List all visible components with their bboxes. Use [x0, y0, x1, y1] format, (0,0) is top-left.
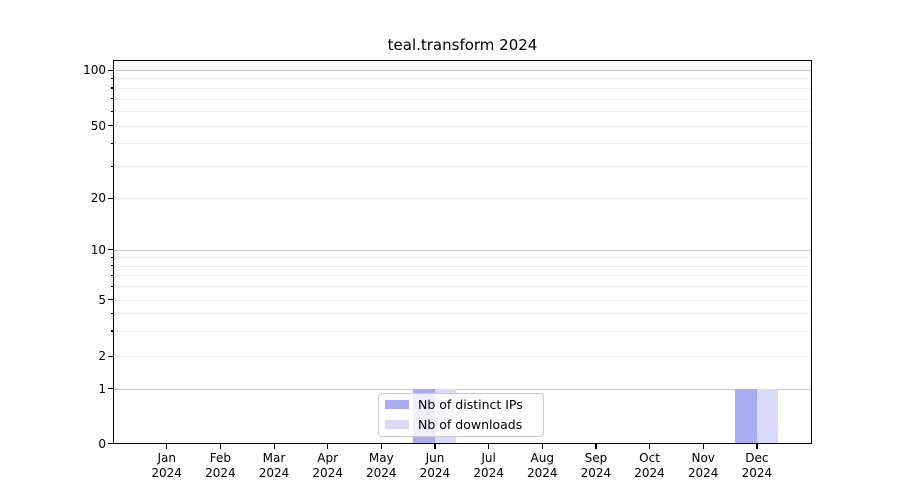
y-minor-tick [110, 77, 113, 80]
x-tick [595, 443, 597, 449]
y-tick-label: 5 [98, 292, 106, 307]
gridline-minor [113, 299, 812, 301]
x-tick-label: Jul 2024 [473, 451, 504, 480]
y-minor-tick [110, 285, 113, 288]
y-tick-label: 2 [98, 349, 106, 363]
legend-entry-distinct-ips: Nb of distinct IPs [385, 396, 537, 413]
y-tick [107, 355, 113, 357]
y-minor-tick [110, 330, 113, 332]
y-tick [107, 299, 113, 301]
y-tick-label: 0 [98, 436, 106, 451]
x-tick [219, 443, 222, 449]
y-tick [107, 443, 113, 445]
x-tick [273, 443, 275, 449]
gridline-minor [113, 125, 812, 127]
gridline-minor [113, 78, 812, 80]
y-tick-label: 10 [90, 242, 106, 257]
gridline-minor [113, 313, 812, 315]
gridline-minor [113, 98, 812, 100]
gridline-minor [113, 265, 812, 267]
x-tick-label: Mar 2024 [258, 451, 290, 480]
y-tick [107, 125, 113, 127]
bar-distinct-ips [735, 388, 757, 444]
y-tick-label: 100 [83, 63, 106, 77]
legend-label-downloads: Nb of downloads [418, 417, 523, 432]
x-tick-label: Apr 2024 [312, 451, 343, 480]
x-tick [702, 443, 704, 449]
gridline-minor [113, 166, 812, 167]
y-minor-tick [110, 142, 113, 145]
y-tick-label: 50 [90, 118, 106, 133]
x-tick-label: May 2024 [366, 451, 397, 480]
legend-box: Nb of distinct IPs Nb of downloads [378, 392, 544, 437]
legend-swatch-distinct-ips [385, 400, 409, 409]
x-tick [541, 443, 544, 449]
x-tick-label: Sep 2024 [580, 451, 612, 480]
x-tick-label: Nov 2024 [687, 451, 719, 480]
x-tick-label: Oct 2024 [634, 451, 665, 480]
bar-downloads [756, 388, 779, 444]
y-minor-tick [110, 110, 113, 112]
y-minor-tick [110, 87, 113, 89]
gridline-minor [113, 111, 812, 113]
gridline-major [113, 388, 812, 390]
legend-swatch-downloads [385, 420, 409, 429]
gridline-minor [113, 286, 812, 288]
gridline-major [113, 249, 812, 251]
gridline-minor [113, 143, 812, 145]
y-minor-tick [110, 98, 113, 100]
x-tick-label: Jan 2024 [151, 451, 182, 480]
legend-entry-downloads: Nb of downloads [385, 416, 537, 433]
gridline-minor [113, 198, 812, 199]
x-tick-label: Jun 2024 [419, 451, 451, 480]
x-tick [434, 443, 436, 449]
gridline-minor [113, 275, 812, 277]
y-tick [107, 197, 113, 199]
gridline-minor [113, 87, 812, 89]
chart-title: teal.transform 2024 [387, 36, 538, 54]
x-tick [756, 443, 758, 449]
gridline-major [113, 70, 812, 71]
x-tick [649, 443, 651, 449]
gridline-minor [113, 257, 812, 259]
x-tick [488, 443, 490, 449]
gridline-minor [113, 356, 812, 357]
x-tick-label: Aug 2024 [526, 451, 558, 480]
x-tick [327, 443, 329, 449]
y-tick-label: 20 [90, 191, 106, 205]
y-tick [107, 69, 113, 71]
y-tick [107, 388, 113, 390]
x-tick [380, 443, 383, 449]
y-minor-tick [110, 256, 113, 258]
plot-area [113, 60, 812, 444]
gridline-minor [113, 330, 812, 332]
y-tick-label: 1 [98, 381, 106, 396]
y-minor-tick [110, 312, 113, 315]
y-minor-tick [110, 165, 113, 167]
x-tick-label: Dec 2024 [741, 451, 773, 480]
y-minor-tick [110, 274, 113, 277]
legend-label-distinct-ips: Nb of distinct IPs [418, 397, 523, 412]
x-tick [166, 443, 168, 449]
x-tick-label: Feb 2024 [205, 451, 236, 480]
y-minor-tick [110, 265, 113, 267]
y-tick [107, 249, 113, 251]
